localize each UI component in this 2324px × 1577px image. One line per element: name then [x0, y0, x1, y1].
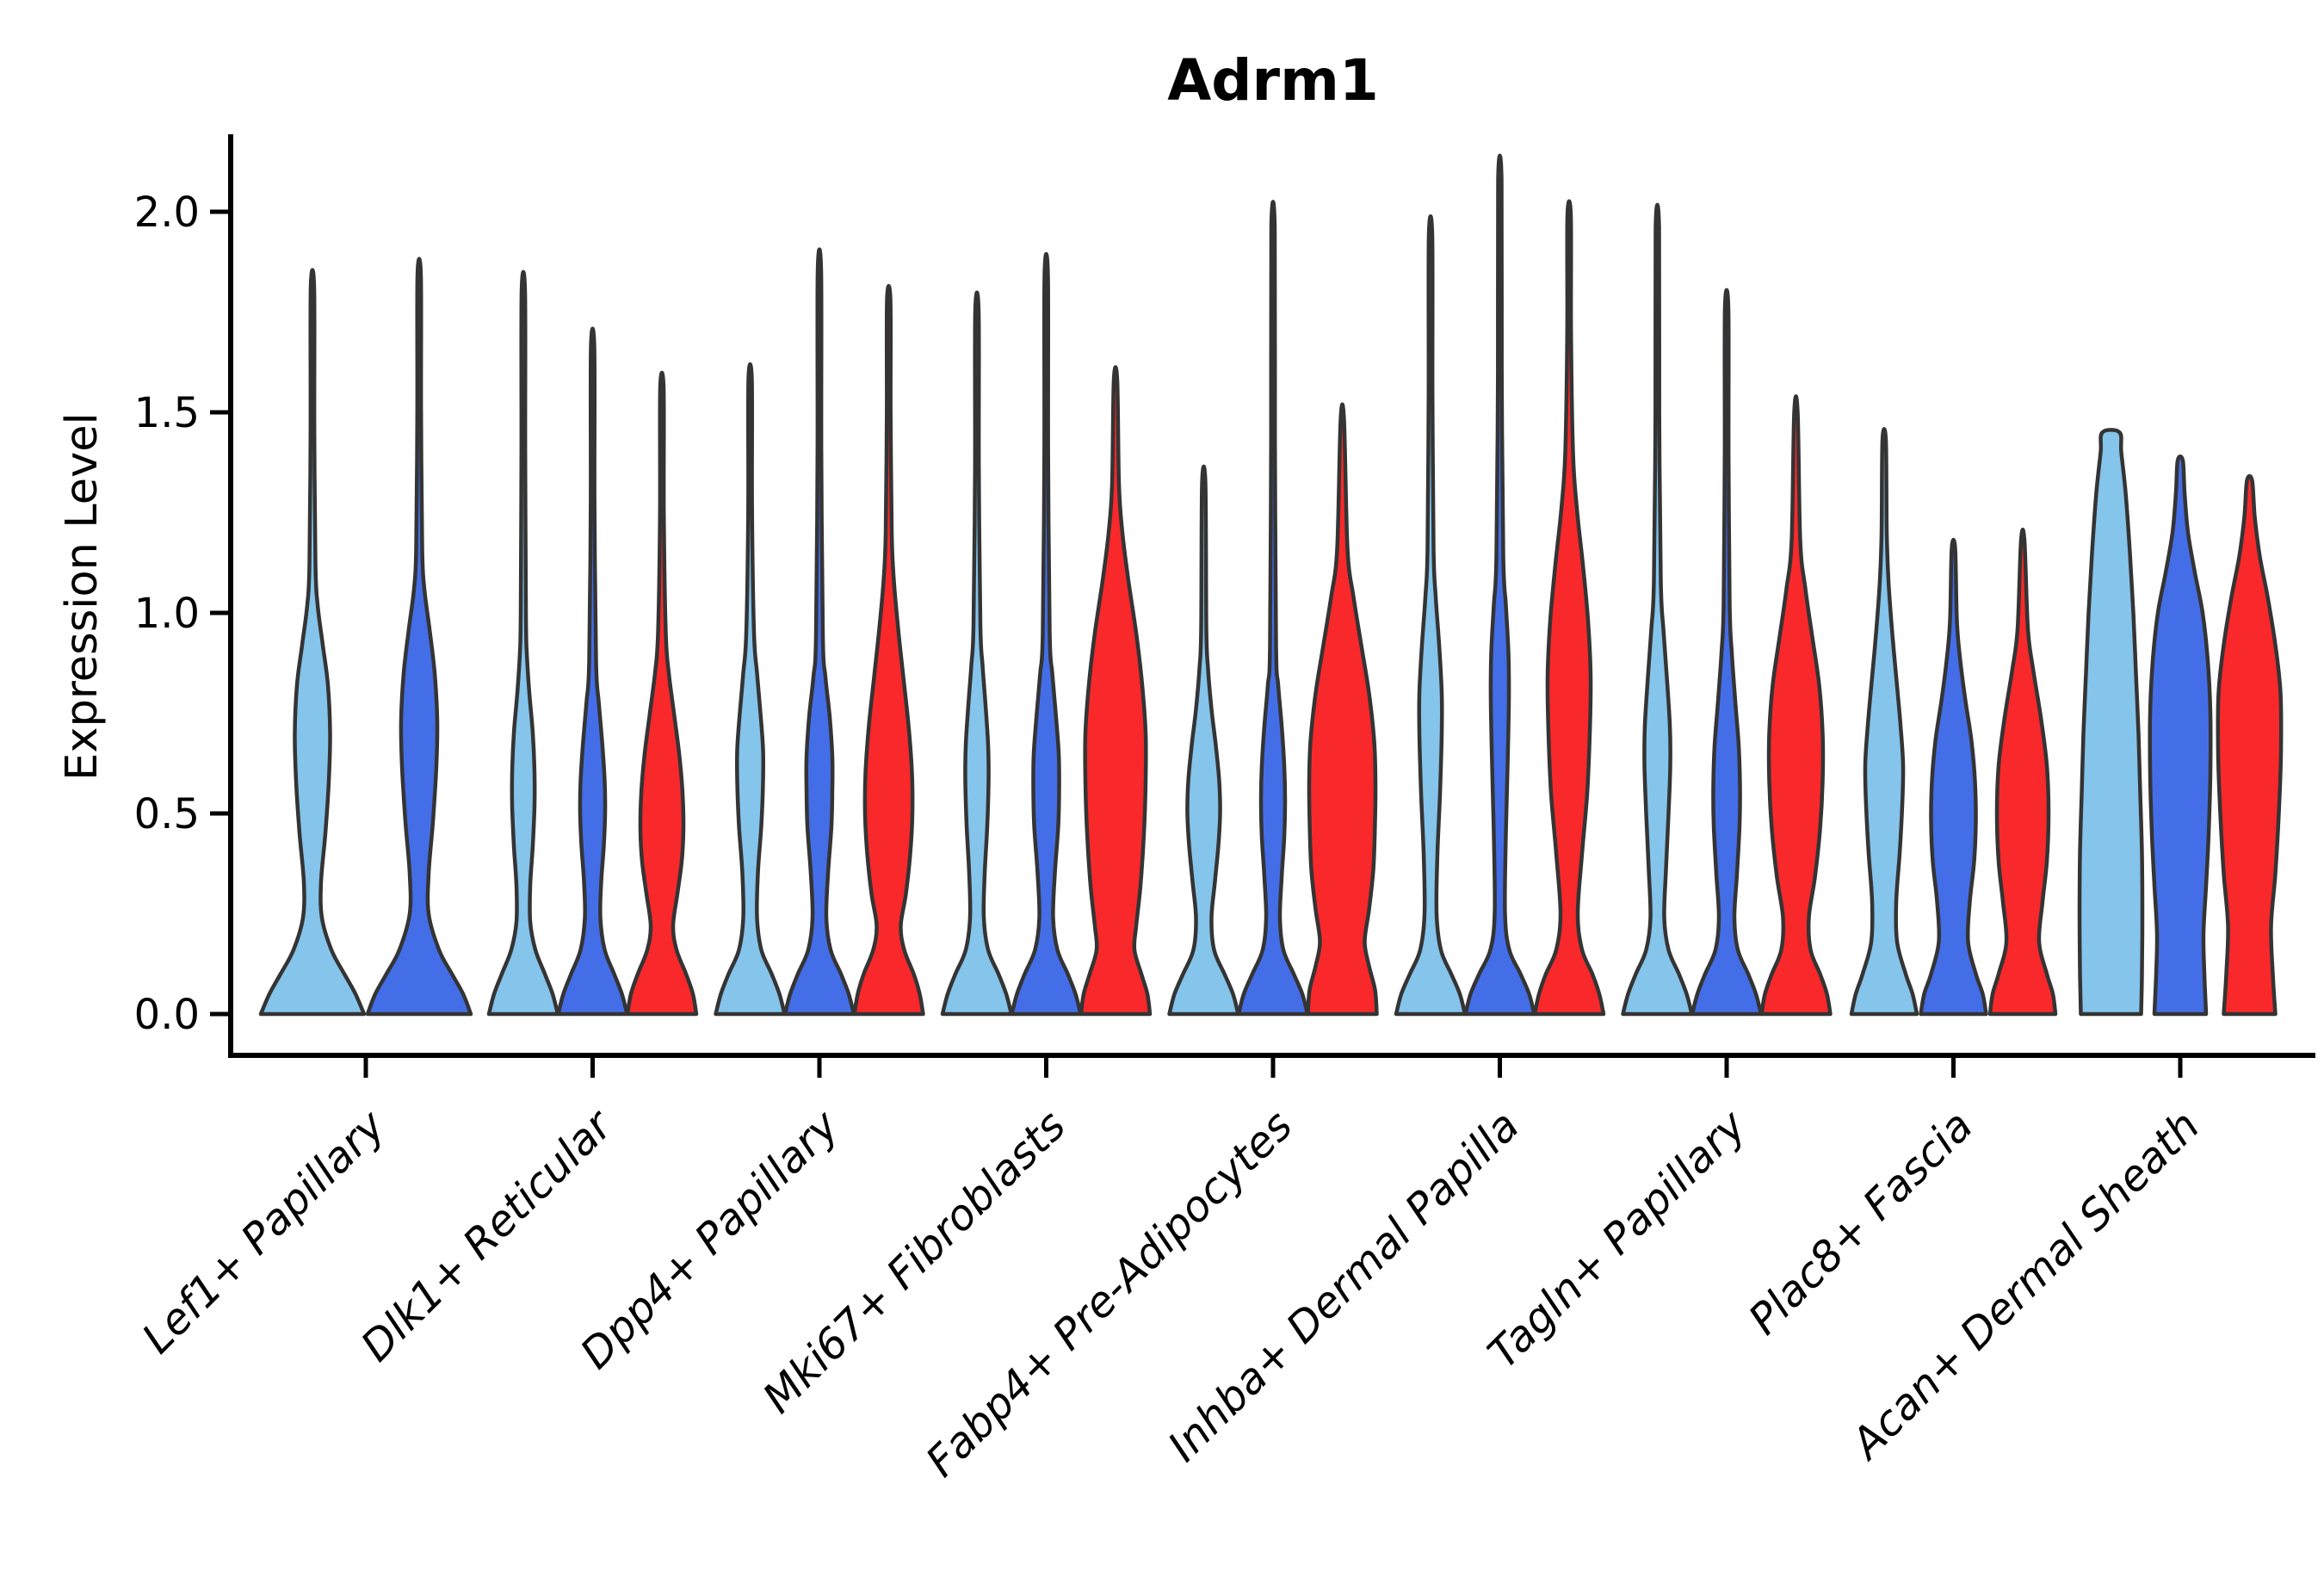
violin-4-light_blue [1167, 464, 1240, 1017]
violin-5-red [1532, 199, 1606, 1017]
violin-7-royal_blue [1919, 537, 1988, 1017]
y-tick-label: 1.5 [134, 389, 200, 437]
violin-plot-figure: 0.0 0.5 1.0 1.5 2.0 Lef1+ Papillary Dlk1+ Reti… [34, 14, 2324, 1563]
violin-7-red [1987, 528, 2058, 1017]
x-tick-label: Lef1+ Papillary [133, 1100, 395, 1363]
violin-3-royal_blue [1010, 252, 1083, 1017]
violin-1-royal_blue [556, 326, 629, 1017]
violin-8-light_blue [2077, 428, 2145, 1017]
violin-7-light_blue [1849, 427, 1919, 1017]
violin-6-red [1759, 394, 1833, 1017]
violin-0-royal_blue [365, 257, 473, 1017]
violin-2-red [852, 283, 925, 1017]
violin-5-light_blue [1394, 214, 1468, 1017]
violin-4-red [1306, 402, 1379, 1017]
y-tick-label: 1.0 [134, 590, 200, 638]
violin-3-red [1079, 365, 1153, 1017]
violin-2-light_blue [714, 362, 787, 1017]
y-axis-label: Expression Level [57, 412, 108, 781]
violin-1-light_blue [486, 269, 560, 1017]
violin-8-royal_blue [2148, 455, 2213, 1017]
violin-2-royal_blue [782, 247, 856, 1017]
violin-0-light_blue [258, 268, 367, 1017]
y-tick-label: 0.0 [134, 991, 200, 1039]
violin-5-royal_blue [1463, 153, 1536, 1017]
violin-1-red [625, 370, 699, 1017]
violin-3-light_blue [940, 290, 1014, 1017]
violin-8-red [2216, 473, 2284, 1017]
y-tick-label: 2.0 [134, 189, 200, 237]
violin-6-light_blue [1621, 202, 1694, 1017]
violin-4-royal_blue [1236, 200, 1310, 1017]
x-tick-label: Fabp4+ Pre-Adipocytes [917, 1101, 1302, 1487]
y-tick-label: 0.5 [134, 790, 200, 838]
x-tick-label: Plac8+ Fascia [1740, 1101, 1982, 1344]
x-tick-label: Dlk1+ Reticular [351, 1099, 622, 1370]
chart-title: Adrm1 [1167, 47, 1379, 114]
violin-6-royal_blue [1690, 288, 1764, 1017]
